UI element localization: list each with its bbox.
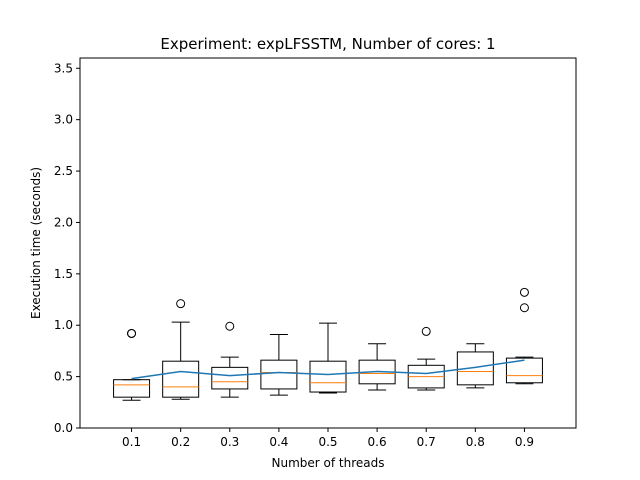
mean-line [131, 359, 525, 380]
y-tick-label: 2.0 [54, 215, 73, 229]
y-tick-label: 1.0 [54, 318, 73, 332]
box-0.6 [358, 343, 396, 391]
x-tick-label: 0.1 [122, 435, 141, 449]
x-tick-label: 0.5 [318, 435, 337, 449]
iqr-box [211, 366, 249, 390]
y-tick-label: 1.5 [54, 267, 73, 281]
iqr-box [505, 357, 543, 384]
box-0.2 [162, 299, 200, 400]
iqr-box [162, 360, 200, 398]
x-tick-label: 0.7 [417, 435, 436, 449]
iqr-box [260, 359, 298, 390]
y-tick-label: 2.5 [54, 164, 73, 178]
plot-frame [79, 57, 577, 429]
y-axis-label: Execution time (seconds) [29, 167, 43, 319]
box-0.1 [113, 328, 151, 401]
x-tick-label: 0.6 [368, 435, 387, 449]
iqr-box [113, 379, 151, 398]
outlier-point [176, 299, 186, 309]
box-0.5 [309, 322, 347, 394]
chart-title: Experiment: expLFSSTM, Number of cores: … [160, 35, 495, 53]
x-axis: 0.1 0.2 0.3 0.4 0.5 0.6 0.7 0.8 0.9 [122, 428, 534, 449]
box-0.9 [505, 287, 543, 385]
x-tick-label: 0.8 [466, 435, 485, 449]
y-tick-label: 3.0 [54, 113, 73, 127]
y-tick-label: 0.5 [54, 370, 73, 384]
iqr-box [456, 351, 494, 386]
x-tick-label: 0.4 [269, 435, 288, 449]
box-0.8 [456, 343, 494, 389]
x-tick-label: 0.3 [220, 435, 239, 449]
outlier-point [519, 287, 529, 297]
outlier-point [519, 303, 529, 313]
box-0.4 [260, 333, 298, 396]
box-0.3 [211, 321, 249, 398]
box-0.7 [407, 326, 445, 391]
x-axis-label: Number of threads [272, 456, 385, 470]
plot-area [113, 287, 543, 401]
y-axis: 0.0 0.5 1.0 1.5 2.0 2.5 3.0 3.5 [54, 61, 80, 435]
outlier-point [421, 326, 431, 336]
outlier-point [127, 328, 137, 338]
y-tick-label: 0.0 [54, 421, 73, 435]
outlier-point [225, 321, 235, 331]
x-tick-label: 0.9 [515, 435, 534, 449]
x-tick-label: 0.2 [171, 435, 190, 449]
y-tick-label: 3.5 [54, 61, 73, 75]
iqr-box [309, 360, 347, 393]
